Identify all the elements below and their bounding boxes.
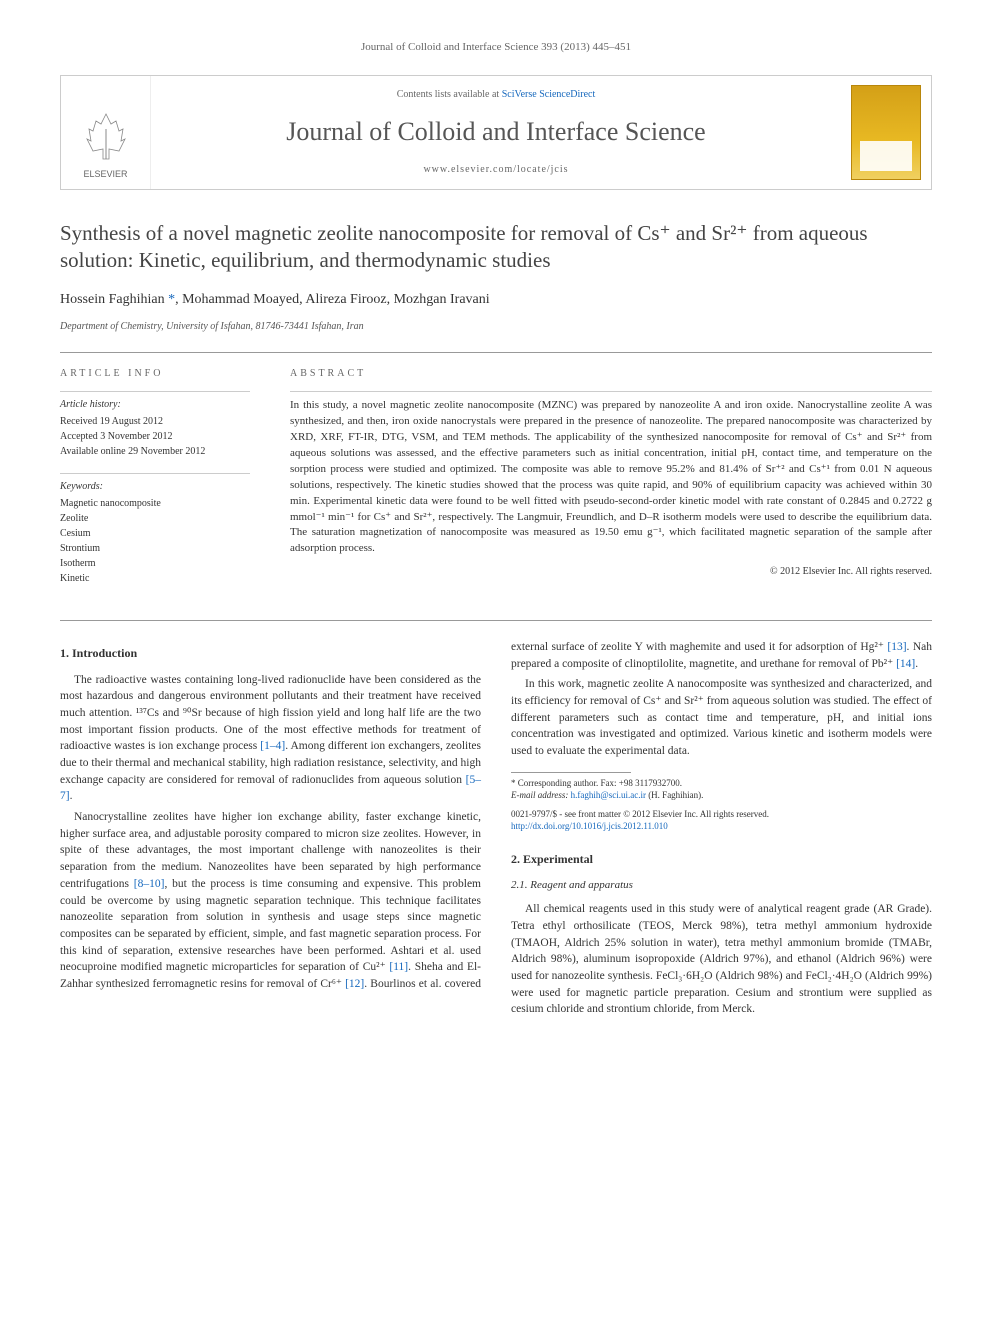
footnote-rule bbox=[511, 772, 631, 773]
keyword: Kinetic bbox=[60, 571, 250, 586]
para-text: . bbox=[70, 790, 73, 802]
sciencedirect-link[interactable]: SciVerse ScienceDirect bbox=[502, 89, 596, 100]
doi-link[interactable]: http://dx.doi.org/10.1016/j.jcis.2012.11… bbox=[511, 821, 668, 831]
email-label: E-mail address: bbox=[511, 790, 571, 800]
abstract-text: In this study, a novel magnetic zeolite … bbox=[290, 398, 932, 557]
ref-link[interactable]: [12] bbox=[345, 978, 364, 990]
paragraph: In this work, magnetic zeolite A nanocom… bbox=[511, 676, 932, 759]
ref-link[interactable]: [1–4] bbox=[260, 740, 285, 752]
abstract-col: ABSTRACT In this study, a novel magnetic… bbox=[290, 367, 932, 600]
abstract-block: In this study, a novel magnetic zeolite … bbox=[290, 391, 932, 579]
section-head-experimental: 2. Experimental bbox=[511, 851, 932, 868]
author-list: Hossein Faghihian *, Mohammad Moayed, Al… bbox=[60, 290, 932, 310]
journal-url: www.elsevier.com/locate/jcis bbox=[161, 163, 831, 177]
divider-body bbox=[60, 620, 932, 621]
contents-line: Contents lists available at SciVerse Sci… bbox=[161, 88, 831, 102]
ref-link[interactable]: [8–10] bbox=[134, 878, 165, 890]
paragraph: The radioactive wastes containing long-l… bbox=[60, 672, 481, 805]
email-note: E-mail address: h.faghih@sci.ui.ac.ir (H… bbox=[511, 789, 932, 802]
masthead: ELSEVIER Contents lists available at Sci… bbox=[60, 75, 932, 189]
running-head: Journal of Colloid and Interface Science… bbox=[60, 40, 932, 55]
contents-prefix: Contents lists available at bbox=[397, 89, 502, 100]
keyword: Zeolite bbox=[60, 511, 250, 526]
abstract-head: ABSTRACT bbox=[290, 367, 932, 381]
rights-line: 0021-9797/$ - see front matter © 2012 El… bbox=[511, 808, 932, 821]
keyword: Magnetic nanocomposite bbox=[60, 496, 250, 511]
section-head-intro: 1. Introduction bbox=[60, 645, 481, 662]
corr-author-note: * Corresponding author. Fax: +98 3117932… bbox=[511, 777, 932, 790]
article-info-col: ARTICLE INFO Article history: Received 1… bbox=[60, 367, 250, 600]
meta-row: ARTICLE INFO Article history: Received 1… bbox=[60, 367, 932, 600]
article-title: Synthesis of a novel magnetic zeolite na… bbox=[60, 220, 932, 275]
history-line: Accepted 3 November 2012 bbox=[60, 429, 250, 444]
divider-top bbox=[60, 352, 932, 353]
journal-name: Journal of Colloid and Interface Science bbox=[161, 114, 831, 150]
history-line: Received 19 August 2012 bbox=[60, 414, 250, 429]
para-text: , but the process is time consuming and … bbox=[60, 878, 481, 973]
keywords-block: Keywords: Magnetic nanocomposite Zeolite… bbox=[60, 473, 250, 586]
journal-cover-thumb bbox=[851, 85, 921, 180]
keywords-head: Keywords: bbox=[60, 480, 250, 494]
elsevier-label: ELSEVIER bbox=[83, 168, 127, 181]
cover-block bbox=[841, 76, 931, 188]
history-line: Available online 29 November 2012 bbox=[60, 444, 250, 459]
para-text: . bbox=[915, 658, 918, 670]
keyword: Strontium bbox=[60, 541, 250, 556]
page-root: Journal of Colloid and Interface Science… bbox=[0, 0, 992, 1058]
masthead-center: Contents lists available at SciVerse Sci… bbox=[151, 76, 841, 188]
email-suffix: (H. Faghihian). bbox=[646, 790, 704, 800]
copyright: © 2012 Elsevier Inc. All rights reserved… bbox=[290, 565, 932, 579]
ref-link[interactable]: [13] bbox=[887, 641, 906, 653]
ref-link[interactable]: [11] bbox=[389, 961, 408, 973]
keyword: Cesium bbox=[60, 526, 250, 541]
affiliation: Department of Chemistry, University of I… bbox=[60, 320, 932, 334]
keyword: Isotherm bbox=[60, 556, 250, 571]
body-columns: 1. Introduction The radioactive wastes c… bbox=[60, 639, 932, 1018]
footnote-block: * Corresponding author. Fax: +98 3117932… bbox=[511, 772, 932, 833]
history-head: Article history: bbox=[60, 398, 250, 412]
publisher-block: ELSEVIER bbox=[61, 76, 151, 188]
elsevier-tree-icon bbox=[81, 109, 131, 164]
history-block: Article history: Received 19 August 2012… bbox=[60, 391, 250, 459]
doi-line: http://dx.doi.org/10.1016/j.jcis.2012.11… bbox=[511, 820, 932, 833]
subsection-head: 2.1. Reagent and apparatus bbox=[511, 878, 932, 893]
email-link[interactable]: h.faghih@sci.ui.ac.ir bbox=[571, 790, 646, 800]
paragraph: All chemical reagents used in this study… bbox=[511, 901, 932, 1018]
ref-link[interactable]: [14] bbox=[896, 658, 915, 670]
article-info-head: ARTICLE INFO bbox=[60, 367, 250, 381]
